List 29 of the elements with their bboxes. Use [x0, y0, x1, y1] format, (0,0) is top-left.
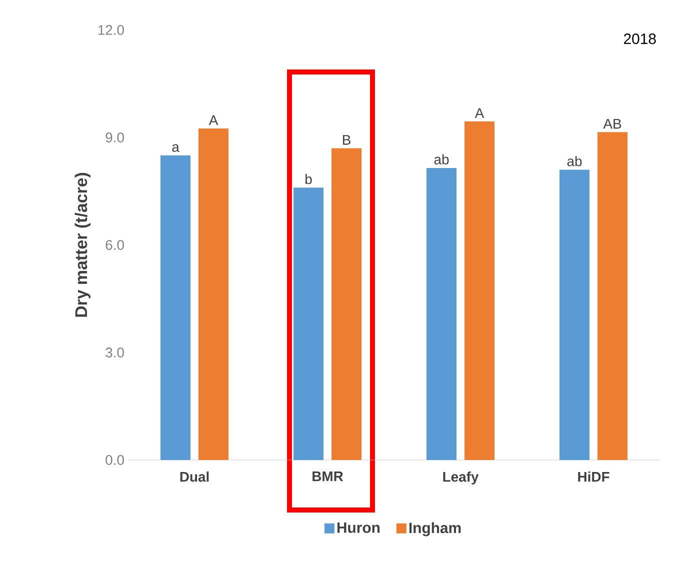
bar	[560, 170, 590, 460]
legend-label: Huron	[337, 522, 380, 533]
bar	[332, 148, 362, 460]
bar	[294, 188, 324, 460]
x-tick-label: Dual	[180, 472, 209, 482]
x-tick-label: HiDF	[578, 472, 610, 482]
annotation: AB	[603, 119, 622, 129]
y-tick-label: 6.0	[106, 240, 124, 250]
bar	[464, 121, 495, 460]
annotation: A	[208, 115, 218, 126]
annotation: 2018	[624, 34, 656, 44]
y-axis-title: Dry matter (t/acre)	[74, 172, 90, 317]
legend-label: Ingham	[409, 522, 461, 536]
bar	[160, 155, 190, 460]
bar	[426, 168, 457, 460]
annotation: ab	[434, 154, 449, 164]
x-tick-label: BMR	[312, 472, 344, 482]
y-tick-label: 9.0	[106, 132, 124, 142]
annotation: B	[342, 135, 350, 145]
bar	[598, 132, 628, 460]
annotation: ab	[567, 156, 582, 166]
y-tick-label: 0.0	[106, 455, 124, 465]
annotation: A	[474, 108, 484, 118]
annotation: a	[172, 144, 180, 152]
bar	[198, 128, 228, 460]
y-tick-label: 12.0	[98, 25, 124, 35]
x-tick-label: Leafy	[443, 472, 479, 485]
annotation: b	[306, 174, 312, 184]
y-tick-label: 3.0	[106, 348, 124, 358]
